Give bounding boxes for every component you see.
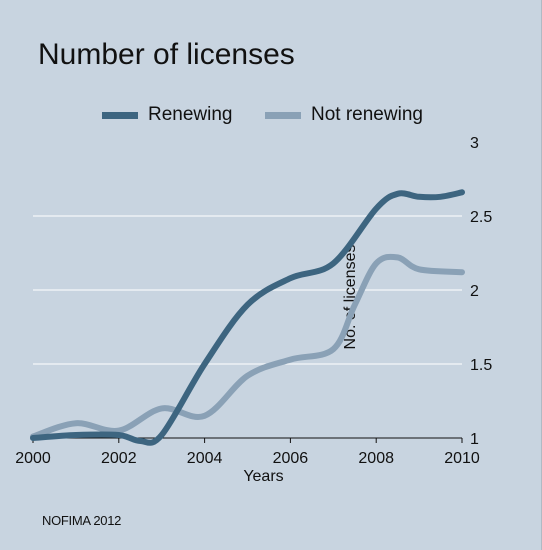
- y-tick-label-2: 2: [470, 283, 479, 300]
- legend-label-not-renewing: Not renewing: [311, 104, 423, 125]
- x-tick-label-2: 2004: [187, 450, 223, 467]
- chart-title: Number of licenses: [38, 38, 295, 71]
- x-tick-label-0: 2000: [15, 450, 51, 467]
- legend-label-renewing: Renewing: [148, 104, 233, 125]
- x-axis-title: Years: [243, 468, 283, 485]
- x-tick-label-3: 2006: [273, 450, 309, 467]
- y-tick-label-4: 3: [470, 135, 479, 152]
- y-tick-label-3: 2.5: [470, 209, 492, 226]
- source-note: NOFIMA 2012: [42, 513, 122, 528]
- series-line-renewing: [30, 189, 465, 446]
- y-tick-label-1: 1.5: [470, 357, 492, 374]
- legend-swatch-renewing: [102, 111, 138, 119]
- y-tick-label-0: 1: [470, 431, 479, 448]
- x-tick-label-1: 2002: [101, 450, 137, 467]
- series-line-not-renewing: [30, 253, 465, 440]
- x-tick-label-4: 2008: [358, 450, 394, 467]
- legend-item-not-renewing: Not renewing: [265, 104, 423, 126]
- legend-item-renewing: Renewing: [102, 104, 233, 126]
- x-tick-label-5: 2010: [444, 450, 480, 467]
- legend-swatch-not-renewing: [265, 111, 301, 119]
